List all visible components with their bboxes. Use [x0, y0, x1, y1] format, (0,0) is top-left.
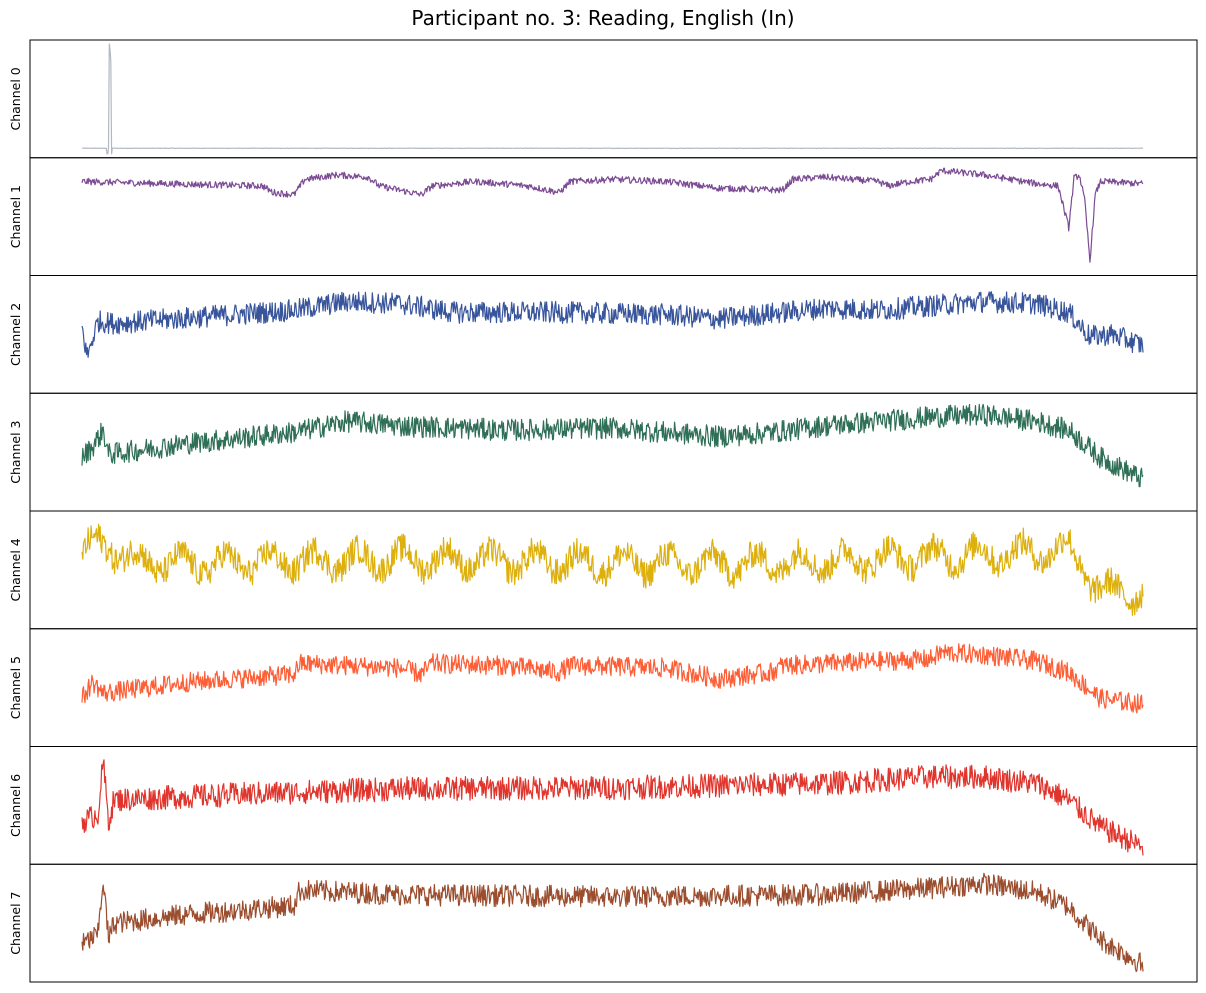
panel-frame-3 [29, 392, 1198, 512]
chart-title: Participant no. 3: Reading, English (In) [411, 6, 795, 30]
panel-frame-1 [29, 157, 1198, 276]
series-label-1: Channel 1 [8, 185, 23, 248]
panel-frame-7 [29, 863, 1198, 983]
series-line-3 [81, 403, 1144, 488]
series-line-6 [81, 759, 1144, 856]
series-line-4 [81, 523, 1144, 616]
series-line-2 [81, 291, 1144, 358]
series-label-2: Channel 2 [8, 303, 23, 366]
series-line-7 [81, 872, 1144, 973]
series-line-5 [81, 643, 1144, 714]
panel-frame-6 [29, 746, 1198, 865]
series-label-6: Channel 6 [8, 774, 23, 837]
series-label-7: Channel 7 [8, 892, 23, 955]
series-label-4: Channel 4 [8, 538, 23, 601]
panel-frame-0 [29, 39, 1198, 159]
series-label-5: Channel 5 [8, 656, 23, 719]
series-line-0 [81, 43, 1143, 155]
series-label-0: Channel 0 [8, 67, 23, 130]
series-line-1 [81, 167, 1144, 263]
series-label-3: Channel 3 [8, 421, 23, 484]
